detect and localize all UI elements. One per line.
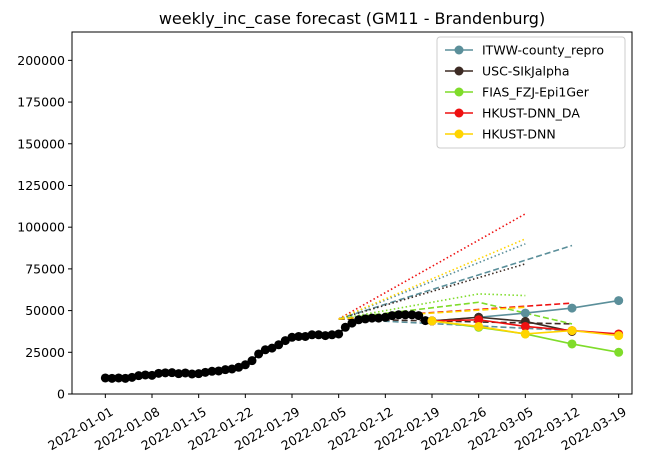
interval-line-2-0 — [338, 293, 526, 320]
observed-point — [214, 366, 224, 376]
interval-line-1-0 — [338, 263, 526, 320]
interval-line-3-0 — [338, 213, 526, 320]
observed-point — [174, 369, 184, 379]
series-line-1 — [431, 316, 573, 333]
observed-point — [354, 315, 364, 325]
legend-label: USC-SIkJalpha — [482, 64, 570, 79]
legend-label: HKUST-DNN — [482, 127, 556, 142]
legend-label: FIAS_FZJ-Epi1Ger — [482, 85, 590, 100]
y-axis: 0 25000 50000 75000 100000 125000 150000 175000… — [17, 53, 72, 402]
observed-point — [134, 371, 144, 381]
series-point-3 — [474, 315, 484, 325]
legend-swatch-marker — [454, 45, 464, 55]
legend-label: ITWW-county_repro — [482, 43, 604, 58]
series-point-0 — [520, 308, 530, 318]
observed-point — [207, 366, 217, 376]
series-point-0 — [567, 303, 577, 313]
y-tick-label: 25000 — [25, 345, 65, 360]
y-tick-label: 125000 — [17, 178, 65, 193]
observed-point — [347, 318, 357, 328]
observed-point — [274, 340, 284, 350]
interval-line-0-0 — [338, 243, 526, 320]
observed-point — [314, 330, 324, 340]
observed-point — [194, 369, 204, 379]
y-tick-label: 50000 — [25, 303, 65, 318]
legend-swatch-marker — [454, 108, 464, 118]
series-point-3 — [520, 321, 530, 331]
observed-point — [340, 322, 350, 332]
observed-point — [107, 373, 117, 383]
legend-label: HKUST-DNN_DA — [482, 106, 580, 121]
y-tick-label: 200000 — [17, 53, 65, 68]
x-axis: 2022-01-012022-01-082022-01-152022-01-22… — [45, 394, 629, 453]
observed-point — [394, 310, 404, 320]
plot-area — [100, 213, 624, 383]
chart-title: weekly_inc_case forecast (GM11 - Branden… — [159, 9, 545, 29]
observed-point — [420, 316, 430, 326]
observed-point — [114, 373, 124, 383]
observed-point — [167, 368, 177, 378]
legend: ITWW-county_repro USC-SIkJalpha FIAS_FZJ-E… — [436, 36, 626, 149]
legend-swatch-marker — [454, 66, 464, 76]
observed-point — [287, 332, 297, 342]
legend-box — [436, 36, 626, 149]
observed-point — [220, 365, 230, 375]
y-tick-label: 100000 — [17, 220, 65, 235]
series-point-4 — [474, 321, 484, 331]
interval-line-4-0 — [338, 238, 526, 320]
observed-point — [280, 336, 290, 346]
series-point-2 — [567, 339, 577, 349]
observed-point — [400, 310, 410, 320]
observed-point — [307, 330, 317, 340]
observed-point — [240, 360, 250, 370]
observed-point — [334, 329, 344, 339]
observed-point — [367, 313, 377, 323]
observed-point — [267, 343, 277, 353]
y-tick-label: 175000 — [17, 95, 65, 110]
y-tick-label: 150000 — [17, 136, 65, 151]
plot-frame — [71, 31, 633, 395]
observed-point — [154, 368, 164, 378]
series-point-4 — [427, 316, 437, 326]
observed-point — [414, 311, 424, 321]
observed-point — [200, 367, 210, 377]
observed-point — [160, 368, 170, 378]
observed-point — [374, 313, 384, 323]
observed-point — [327, 330, 337, 340]
series-point-4 — [520, 329, 530, 339]
observed-point — [247, 356, 257, 366]
y-tick-label: 75000 — [25, 261, 65, 276]
observed-point — [140, 370, 150, 380]
observed-point — [120, 373, 130, 383]
series-point-2 — [614, 347, 624, 357]
observed-point — [294, 331, 304, 341]
observed-point — [100, 373, 110, 383]
observed-point — [180, 368, 190, 378]
legend-swatch-marker — [454, 129, 464, 139]
legend-swatch-marker — [454, 87, 464, 97]
observed-point — [360, 314, 370, 324]
observed-point — [320, 331, 330, 341]
observed-point — [407, 310, 417, 320]
observed-point — [387, 311, 397, 321]
series-point-0 — [614, 296, 624, 306]
observed-point — [187, 369, 197, 379]
observed-point — [254, 349, 264, 359]
y-tick-label: 0 — [57, 387, 65, 402]
series-point-4 — [614, 331, 624, 341]
series-point-4 — [567, 326, 577, 336]
